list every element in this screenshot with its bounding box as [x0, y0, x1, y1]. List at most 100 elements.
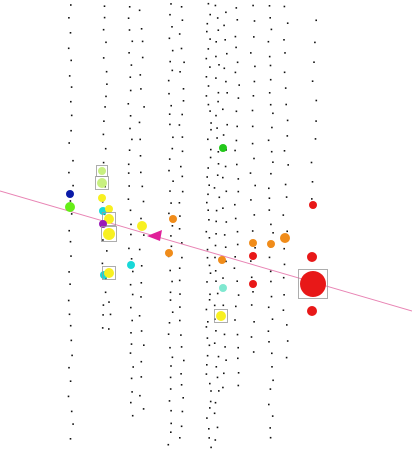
hit-dot [179, 71, 181, 73]
hit-dot [282, 214, 285, 216]
hit-dot [283, 71, 286, 74]
hit-dot [207, 209, 209, 211]
hit-dot [250, 199, 252, 201]
hit-dot [131, 391, 133, 393]
hit-dot [207, 167, 209, 169]
hit-dot [70, 100, 72, 103]
hit-dot [205, 230, 208, 233]
hit-dot [139, 74, 142, 76]
hit-dot [236, 230, 239, 233]
hit-dot [142, 408, 145, 410]
hit-dot [181, 19, 184, 21]
hit-dot [132, 366, 134, 368]
hit-dot [209, 272, 212, 274]
hit-dot [234, 319, 236, 321]
hit-dot [271, 366, 273, 368]
hit-dot [171, 356, 174, 359]
hit-dot [313, 61, 315, 63]
hit-dot [252, 4, 254, 7]
hit-dot [103, 5, 106, 7]
hit-dot [284, 183, 287, 186]
hit-dot [216, 17, 219, 19]
hit-dot [171, 311, 174, 313]
hit-dot [69, 240, 72, 243]
hit-dot [268, 341, 270, 343]
hit-dot [127, 198, 130, 200]
hit-dot [286, 135, 289, 137]
hit-dot [206, 176, 208, 178]
hit-dot [69, 438, 72, 440]
hit-dot [209, 156, 212, 159]
hit-dot [67, 47, 70, 50]
hit-dot [236, 333, 239, 336]
hit-dot [269, 64, 272, 67]
hit-dot [269, 17, 271, 19]
hit-dot [72, 159, 74, 162]
cluster-marker-yellow [104, 268, 114, 278]
hit-dot [131, 293, 134, 296]
cluster-marker-lime [97, 178, 107, 188]
hit-dot [286, 119, 289, 122]
hit-dot [216, 376, 219, 379]
hit-dot [68, 229, 70, 232]
hit-dot [205, 373, 208, 375]
hit-dot [286, 22, 289, 24]
hit-dot [69, 324, 72, 327]
hit-dot [253, 20, 256, 22]
hit-dot [183, 61, 185, 64]
hit-dot [168, 169, 170, 172]
hit-dot [169, 60, 171, 63]
hit-dot [269, 436, 272, 439]
hit-dot [67, 299, 70, 302]
hit-dot [138, 9, 141, 12]
hit-dot [209, 110, 211, 112]
cluster-marker-orange [218, 256, 226, 264]
hit-dot [169, 13, 171, 16]
hit-dot [272, 232, 274, 234]
hit-dot [251, 230, 254, 232]
hit-dot [104, 147, 107, 150]
hit-dot [181, 150, 184, 153]
hit-dot [170, 409, 172, 412]
cluster-box [102, 212, 116, 226]
hit-dot [209, 66, 211, 68]
hit-dot [141, 185, 144, 188]
hit-dot [207, 85, 210, 87]
hit-dot [138, 248, 141, 251]
hit-dot [222, 207, 224, 209]
hit-dot [224, 39, 226, 41]
hit-dot [235, 7, 238, 9]
hit-dot [181, 256, 183, 259]
hit-dot [235, 110, 238, 113]
hit-dot [268, 403, 270, 406]
hit-dot [205, 76, 208, 78]
hit-dot [168, 158, 171, 160]
hit-dot [214, 4, 217, 7]
hit-dot [181, 242, 183, 244]
hit-dot [67, 395, 70, 398]
hit-dot [286, 324, 288, 326]
hit-dot [140, 296, 142, 298]
hit-dot [237, 372, 240, 374]
hit-dot [102, 133, 105, 136]
hit-dot [270, 223, 272, 226]
hit-dot [235, 305, 237, 308]
cluster-marker-orange [249, 239, 257, 247]
hit-dot [213, 412, 216, 415]
hit-dot [315, 120, 317, 122]
hit-dot [72, 423, 74, 425]
hit-dot [167, 443, 170, 446]
hit-dot [217, 151, 220, 153]
hit-dot [269, 427, 271, 429]
hit-dot [104, 291, 107, 294]
hit-dot [182, 88, 185, 90]
hit-dot [179, 293, 181, 295]
hit-dot [217, 355, 220, 358]
hit-dot [236, 19, 239, 21]
hit-dot [270, 280, 272, 283]
hit-dot [169, 299, 172, 301]
hit-dot [287, 164, 289, 166]
hit-dot [70, 410, 73, 413]
hit-dot [129, 127, 131, 130]
hit-dot [70, 4, 72, 6]
